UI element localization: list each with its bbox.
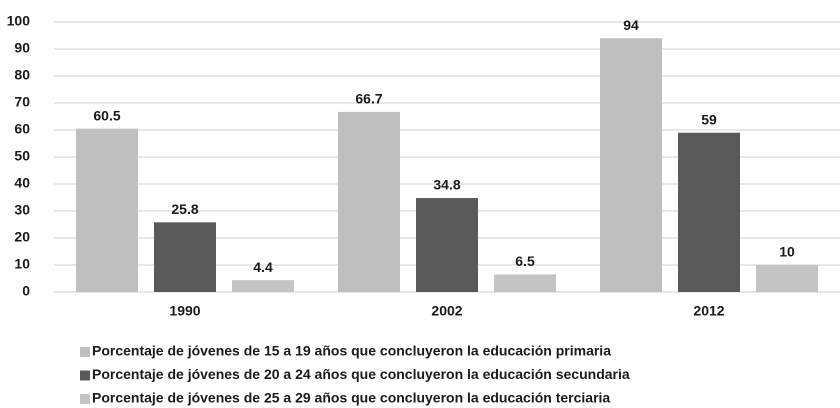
bar bbox=[600, 38, 662, 293]
data-label: 60.5 bbox=[93, 107, 120, 123]
data-label: 10 bbox=[779, 244, 795, 260]
bar bbox=[338, 111, 400, 292]
bar bbox=[678, 132, 740, 292]
data-label: 94 bbox=[623, 17, 639, 33]
data-label: 59 bbox=[701, 111, 717, 127]
data-label: 6.5 bbox=[515, 253, 535, 269]
bar bbox=[416, 198, 478, 292]
data-label: 34.8 bbox=[433, 177, 460, 193]
x-tick-label: 2002 bbox=[431, 303, 462, 319]
data-label: 66.7 bbox=[355, 91, 382, 107]
y-tick-label: 20 bbox=[14, 229, 30, 245]
legend-swatch bbox=[80, 370, 90, 381]
y-tick-label: 90 bbox=[14, 40, 30, 56]
data-label: 25.8 bbox=[171, 201, 198, 217]
x-tick-label: 2012 bbox=[693, 303, 724, 319]
legend-label: Porcentaje de jóvenes de 25 a 29 años qu… bbox=[92, 390, 610, 406]
data-label: 4.4 bbox=[253, 259, 273, 275]
bar bbox=[232, 280, 294, 292]
x-tick-label: 1990 bbox=[169, 303, 200, 319]
legend-swatch bbox=[80, 394, 90, 404]
legend-label: Porcentaje de jóvenes de 15 a 19 años qu… bbox=[92, 343, 611, 359]
y-tick-label: 70 bbox=[14, 94, 30, 110]
bar bbox=[756, 265, 818, 292]
y-tick-label: 10 bbox=[14, 256, 30, 272]
y-tick-label: 0 bbox=[22, 283, 30, 299]
bar bbox=[154, 222, 216, 292]
y-tick-label: 80 bbox=[14, 67, 30, 83]
y-tick-label: 60 bbox=[14, 121, 30, 137]
legend-label: Porcentaje de jóvenes de 20 a 24 años qu… bbox=[92, 366, 630, 382]
y-tick-label: 50 bbox=[14, 148, 30, 164]
y-tick-label: 40 bbox=[14, 175, 30, 191]
y-tick-label: 30 bbox=[14, 202, 30, 218]
y-tick-label: 100 bbox=[7, 13, 31, 29]
bar bbox=[76, 128, 138, 292]
bar bbox=[494, 274, 556, 292]
legend-swatch bbox=[80, 347, 90, 357]
